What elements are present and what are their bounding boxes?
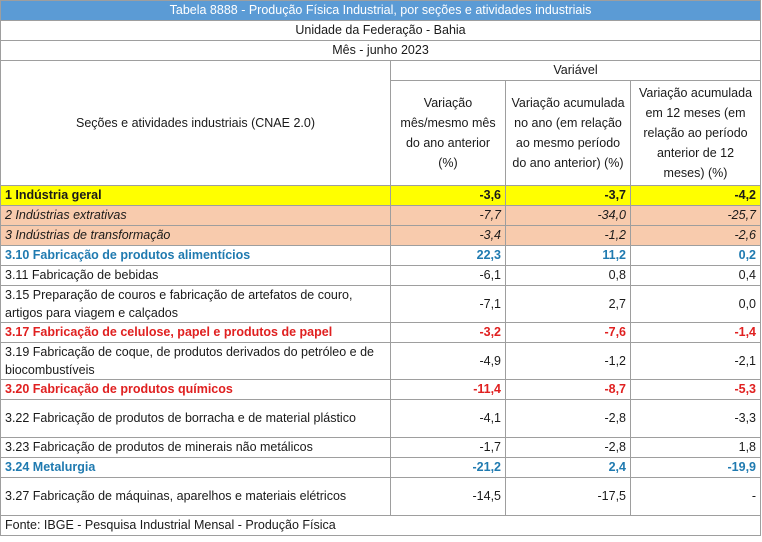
cell-mes: 22,3 (390, 245, 506, 266)
cell-mes: -11,4 (390, 379, 506, 400)
cell-ano: -2,8 (505, 399, 631, 438)
cell-mes: -3,6 (390, 185, 506, 206)
cell-12meses: -3,3 (629, 399, 762, 438)
col-header-secoes: Seções e atividades industriais (CNAE 2.… (0, 60, 391, 186)
cell-mes: -3,2 (390, 322, 506, 343)
row-label: 3.15 Preparação de couros e fabricação d… (0, 285, 391, 323)
cell-ano: -1,2 (505, 342, 631, 380)
cell-ano: 2,7 (505, 285, 631, 323)
cell-ano: -17,5 (505, 477, 631, 516)
cell-12meses: -4,2 (629, 185, 762, 206)
table-row: 3.24 Metalurgia -21,2 2,4 -19,9 (0, 457, 762, 478)
cell-mes: -3,4 (390, 225, 506, 246)
row-label: 3.24 Metalurgia (0, 457, 391, 478)
cell-mes: -4,9 (390, 342, 506, 380)
mes-label: Mês - junho 2023 (0, 40, 762, 61)
row-label: 3.22 Fabricação de produtos de borracha … (0, 399, 391, 438)
row-label: 3.17 Fabricação de celulose, papel e pro… (0, 322, 391, 343)
cell-ano: 0,8 (505, 265, 631, 286)
cell-12meses: -19,9 (629, 457, 762, 478)
row-label: 3.11 Fabricação de bebidas (0, 265, 391, 286)
cell-ano: -2,8 (505, 437, 631, 458)
cell-mes: -1,7 (390, 437, 506, 458)
cell-ano: 2,4 (505, 457, 631, 478)
cell-12meses: -2,6 (629, 225, 762, 246)
row-label: 3.19 Fabricação de coque, de produtos de… (0, 342, 391, 380)
cell-12meses: 0,0 (629, 285, 762, 323)
table-row: 3.27 Fabricação de máquinas, aparelhos e… (0, 477, 762, 516)
table-row: 3.10 Fabricação de produtos alimentícios… (0, 245, 762, 266)
cell-12meses: -25,7 (629, 205, 762, 226)
table-row: 3.20 Fabricação de produtos químicos -11… (0, 379, 762, 400)
table-row: 3.19 Fabricação de coque, de produtos de… (0, 342, 762, 380)
row-label: 3.27 Fabricação de máquinas, aparelhos e… (0, 477, 391, 516)
uf-label: Unidade da Federação - Bahia (0, 20, 762, 41)
cell-mes: -7,1 (390, 285, 506, 323)
col-header-ano: Variação acumulada no ano (em relação ao… (505, 80, 631, 186)
row-label: 3.23 Fabricação de produtos de minerais … (0, 437, 391, 458)
cell-12meses: -1,4 (629, 322, 762, 343)
cell-ano: 11,2 (505, 245, 631, 266)
cell-12meses: - (629, 477, 762, 516)
table-row: 3.17 Fabricação de celulose, papel e pro… (0, 322, 762, 343)
table-row: 3 Indústrias de transformação -3,4 -1,2 … (0, 225, 762, 246)
col-header-12meses: Variação acumulada em 12 meses (em relaç… (629, 80, 762, 186)
row-label: 3.10 Fabricação de produtos alimentícios (0, 245, 391, 266)
cell-mes: -6,1 (390, 265, 506, 286)
row-label: 3 Indústrias de transformação (0, 225, 391, 246)
table-row: 2 Indústrias extrativas -7,7 -34,0 -25,7 (0, 205, 762, 226)
cell-ano: -34,0 (505, 205, 631, 226)
cell-ano: -7,6 (505, 322, 631, 343)
table-title: Tabela 8888 - Produção Física Industrial… (0, 0, 762, 21)
table-row: 1 Indústria geral -3,6 -3,7 -4,2 (0, 185, 762, 206)
cell-ano: -8,7 (505, 379, 631, 400)
cell-12meses: 1,8 (629, 437, 762, 458)
cell-12meses: -5,3 (629, 379, 762, 400)
cell-ano: -3,7 (505, 185, 631, 206)
table-row: 3.22 Fabricação de produtos de borracha … (0, 399, 762, 438)
cell-mes: -7,7 (390, 205, 506, 226)
col-header-mes: Variação mês/mesmo mês do ano anterior (… (390, 80, 506, 186)
source-footer: Fonte: IBGE - Pesquisa Industrial Mensal… (0, 515, 762, 536)
cell-ano: -1,2 (505, 225, 631, 246)
row-label: 3.20 Fabricação de produtos químicos (0, 379, 391, 400)
row-label: 1 Indústria geral (0, 185, 391, 206)
cell-12meses: 0,2 (629, 245, 762, 266)
variavel-header: Variável (389, 60, 762, 81)
table-row: 3.11 Fabricação de bebidas -6,1 0,8 0,4 (0, 265, 762, 286)
cell-mes: -21,2 (390, 457, 506, 478)
table-row: 3.15 Preparação de couros e fabricação d… (0, 285, 762, 323)
table-row: 3.23 Fabricação de produtos de minerais … (0, 437, 762, 458)
row-label: 2 Indústrias extrativas (0, 205, 391, 226)
cell-12meses: -2,1 (629, 342, 762, 380)
cell-mes: -4,1 (390, 399, 506, 438)
cell-12meses: 0,4 (629, 265, 762, 286)
cell-mes: -14,5 (390, 477, 506, 516)
